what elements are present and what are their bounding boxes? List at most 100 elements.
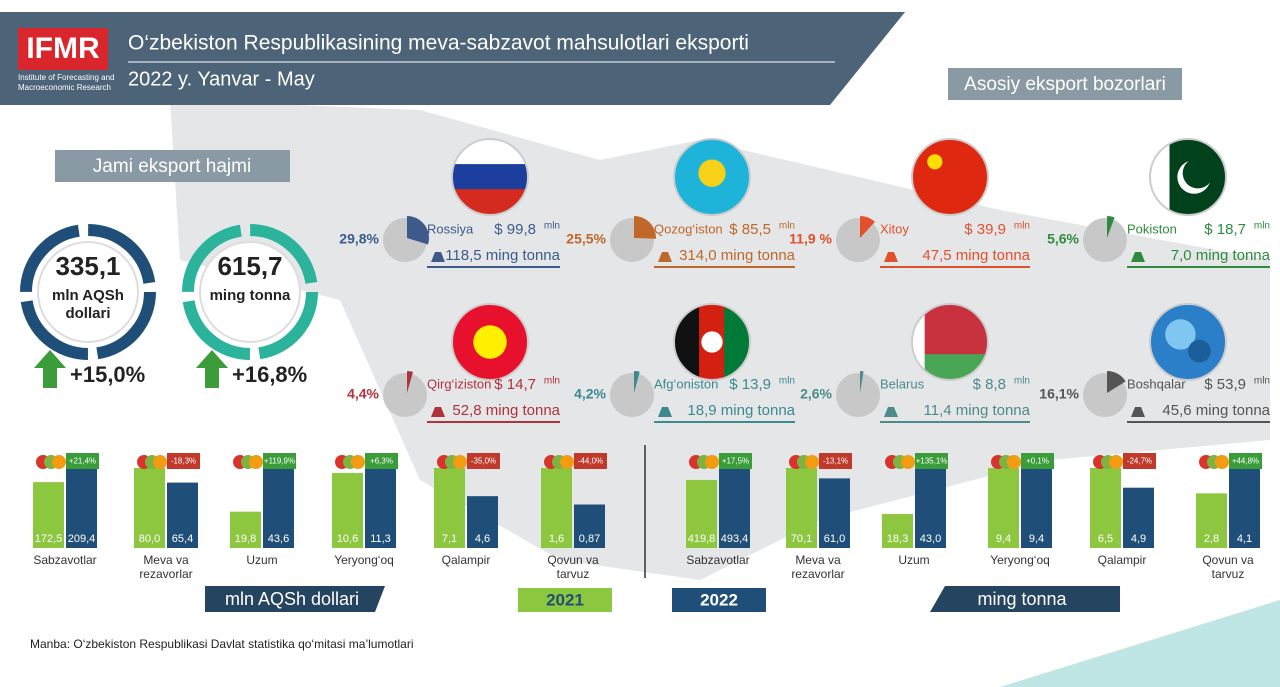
category-label: Uzum — [246, 553, 278, 567]
product-icon — [153, 455, 167, 469]
bar-label: 6,5 — [1098, 533, 1113, 545]
change-label: +135,1% — [916, 457, 948, 466]
weight-icon — [884, 407, 898, 417]
markets-heading-box — [948, 68, 1182, 100]
pie-slice — [860, 216, 875, 238]
total-unit: ming tonna — [210, 287, 291, 304]
totals-heading: Jami eksport hajmi — [93, 156, 251, 177]
market-volume: 52,8 ming tonna — [452, 402, 560, 419]
market-volume: 314,0 ming tonna — [679, 247, 796, 264]
share-label: 4,2% — [574, 386, 606, 402]
weight-icon — [431, 252, 445, 262]
bar — [1196, 493, 1227, 548]
total-change: +16,8% — [232, 362, 307, 387]
market-usd: $ 14,7 — [494, 376, 536, 393]
usd-unit: mln — [1254, 376, 1270, 387]
flag-part — [1188, 339, 1211, 363]
change-badge — [719, 453, 752, 469]
market-usd: $ 18,7 — [1204, 221, 1246, 238]
flag-part — [912, 139, 988, 215]
usd-unit: mln — [1254, 221, 1270, 232]
flag-rim — [451, 138, 529, 216]
bar — [332, 472, 363, 548]
pie-base — [610, 373, 654, 417]
totals-heading-box — [55, 150, 290, 182]
bar — [988, 468, 1019, 548]
change-label: -44,0% — [578, 457, 603, 466]
bar — [1229, 468, 1260, 548]
unit-label: ming tonna — [977, 589, 1067, 609]
product-icon — [249, 455, 263, 469]
total-change: +15,0% — [70, 362, 145, 387]
bar-label: 172,5 — [35, 533, 63, 545]
decor — [1000, 600, 1280, 687]
market-name: Xitoy — [880, 221, 909, 236]
weight-icon — [658, 252, 672, 262]
category-label: Qovun va tarvuz — [547, 553, 599, 581]
flag-rim — [911, 303, 989, 381]
market-name: Afg‘oniston — [654, 376, 718, 391]
bar-label: 9,4 — [996, 533, 1011, 545]
usd-unit: mln — [779, 221, 795, 232]
market-name: Qozog‘iston — [654, 221, 723, 236]
pie-base — [836, 218, 880, 262]
pie-base — [383, 373, 427, 417]
product-icon — [351, 455, 365, 469]
bar-label: 4,9 — [1131, 533, 1146, 545]
pie-slice — [1107, 216, 1115, 238]
category-label: Yeryong‘oq — [990, 553, 1050, 567]
market-name: Belarus — [880, 376, 925, 391]
change-badge — [915, 453, 948, 469]
change-badge — [574, 453, 607, 469]
ring — [182, 224, 318, 360]
unit-label: mln AQSh dollari — [225, 589, 359, 609]
ring-inner — [37, 241, 139, 343]
usd-unit: mln — [1014, 221, 1030, 232]
pie-base — [836, 373, 880, 417]
unit-box — [930, 586, 1120, 612]
bar — [1021, 468, 1052, 548]
category-label: Qovun va tarvuz — [1202, 553, 1254, 581]
bar — [230, 511, 261, 548]
bar — [263, 468, 294, 548]
flag-part — [701, 331, 723, 353]
flag — [1150, 304, 1226, 380]
flag-rim — [673, 138, 751, 216]
flag-rim — [673, 303, 751, 381]
usd-unit: mln — [779, 376, 795, 387]
product-icon — [1007, 455, 1021, 469]
pie-slice — [634, 371, 640, 393]
market-name: Qirg‘iziston — [427, 376, 491, 391]
category-label: Yeryong‘oq — [334, 553, 394, 567]
change-label: -35,0% — [471, 457, 496, 466]
change-label: +0,1% — [1026, 457, 1049, 466]
market-volume: 11,4 ming tonna — [924, 402, 1031, 419]
bar — [719, 468, 750, 548]
bar-label: 7,1 — [442, 533, 457, 545]
bar-label: 2,8 — [1204, 533, 1219, 545]
bar — [541, 468, 572, 548]
bar-label: 419,8 — [688, 533, 716, 545]
bar — [167, 482, 198, 548]
market-usd: $ 8,8 — [973, 376, 1006, 393]
flag-part — [698, 159, 726, 187]
logo-sub: Institute of Forecasting and — [18, 73, 115, 82]
flag-rim — [1149, 138, 1227, 216]
market-usd: $ 13,9 — [729, 376, 771, 393]
logo-box — [18, 28, 108, 70]
unit-box — [205, 586, 385, 612]
title: O‘zbekiston Respublikasining meva-sabzav… — [128, 32, 749, 55]
flag — [912, 139, 988, 215]
product-icon — [805, 455, 819, 469]
change-badge — [1021, 453, 1054, 469]
usd-unit: mln — [544, 221, 560, 232]
bar — [467, 496, 498, 548]
bar-label: 209,4 — [68, 533, 96, 545]
bar-label: 11,3 — [370, 533, 391, 545]
bar-label: 0,87 — [579, 533, 600, 545]
source: Manba: O‘zbekiston Respublikasi Davlat s… — [30, 637, 413, 651]
bar-label: 43,0 — [920, 533, 941, 545]
flag-part — [927, 154, 943, 170]
flag-part — [473, 325, 507, 359]
